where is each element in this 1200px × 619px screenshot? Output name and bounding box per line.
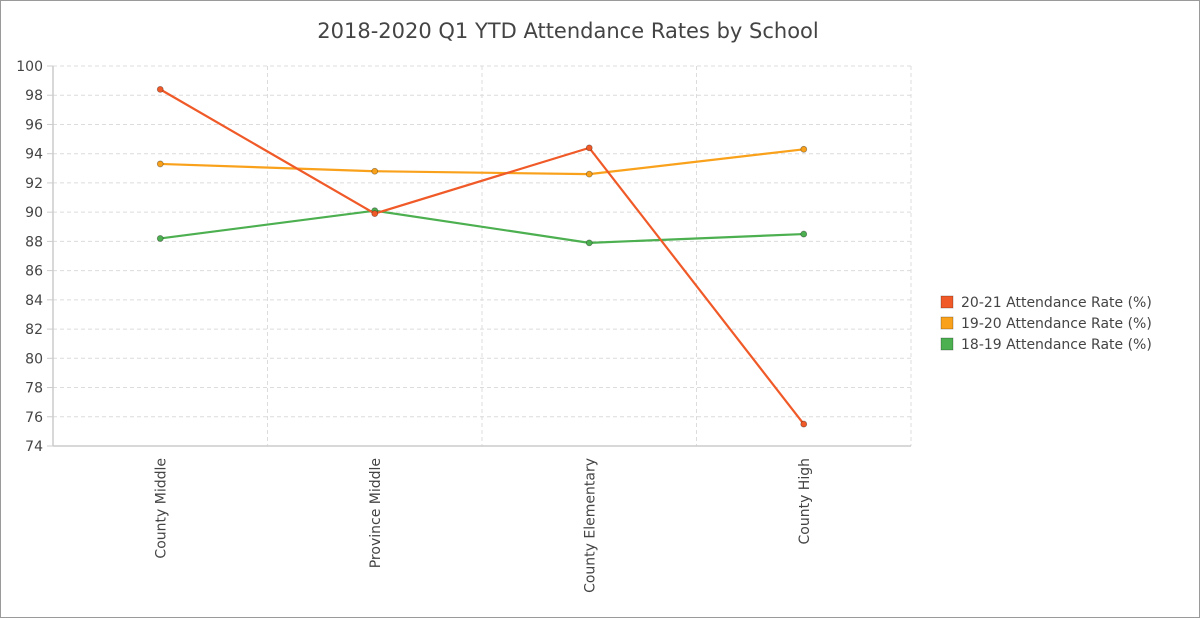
x-axis-ticks: County Middle Province Middle County Eleme… xyxy=(153,458,813,593)
legend-swatch xyxy=(940,337,954,351)
y-axis-ticks: 74 76 78 80 82 84 86 88 90 92 94 96 98 100 xyxy=(16,59,53,455)
series-1 xyxy=(156,145,808,178)
y-tick-label: 88 xyxy=(25,234,43,250)
x-tick-label: County Middle xyxy=(153,458,169,559)
data-point xyxy=(371,210,379,218)
series-group xyxy=(156,85,808,428)
axes xyxy=(52,66,911,447)
series-0 xyxy=(156,85,808,428)
legend-swatch xyxy=(940,295,954,309)
series-line xyxy=(160,209,804,244)
data-point xyxy=(800,145,808,153)
data-point xyxy=(156,160,164,168)
y-tick-label: 74 xyxy=(25,439,43,455)
grid xyxy=(53,65,912,446)
data-point xyxy=(371,167,379,175)
series-line xyxy=(160,148,804,176)
chart-title: 2018-2020 Q1 YTD Attendance Rates by Sch… xyxy=(317,19,818,43)
legend-label: 18-19 Attendance Rate (%) xyxy=(961,337,1152,353)
y-tick-label: 98 xyxy=(25,88,43,104)
y-tick-label: 84 xyxy=(25,293,43,309)
legend: 20-21 Attendance Rate (%) 19-20 Attendanc… xyxy=(940,295,1152,353)
x-tick-label: Province Middle xyxy=(368,458,384,568)
y-tick-label: 92 xyxy=(25,176,43,192)
data-point xyxy=(585,144,593,152)
y-tick-label: 90 xyxy=(25,205,43,221)
y-tick-label: 76 xyxy=(25,410,43,426)
y-tick-label: 80 xyxy=(25,351,43,367)
y-tick-label: 94 xyxy=(25,147,43,163)
y-tick-label: 100 xyxy=(16,59,43,75)
data-point xyxy=(156,85,164,93)
data-point xyxy=(800,230,808,238)
y-tick-label: 82 xyxy=(25,322,43,338)
legend-swatch xyxy=(940,316,954,330)
y-tick-label: 86 xyxy=(25,264,43,280)
y-tick-label: 96 xyxy=(25,117,43,133)
data-point xyxy=(156,235,164,242)
x-tick-label: County Elementary xyxy=(582,458,598,593)
data-point xyxy=(585,170,593,178)
y-tick-label: 78 xyxy=(25,381,43,397)
data-point xyxy=(800,420,808,428)
x-tick-label: County High xyxy=(797,458,813,545)
data-point xyxy=(585,239,593,247)
series-line xyxy=(159,88,805,425)
legend-label: 20-21 Attendance Rate (%) xyxy=(961,295,1152,311)
legend-label: 19-20 Attendance Rate (%) xyxy=(961,316,1152,332)
